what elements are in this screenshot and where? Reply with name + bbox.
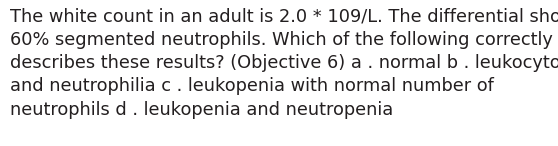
Text: The white count in an adult is 2.0 * 109/L. The differential shows
60% segmented: The white count in an adult is 2.0 * 109…: [10, 7, 558, 119]
